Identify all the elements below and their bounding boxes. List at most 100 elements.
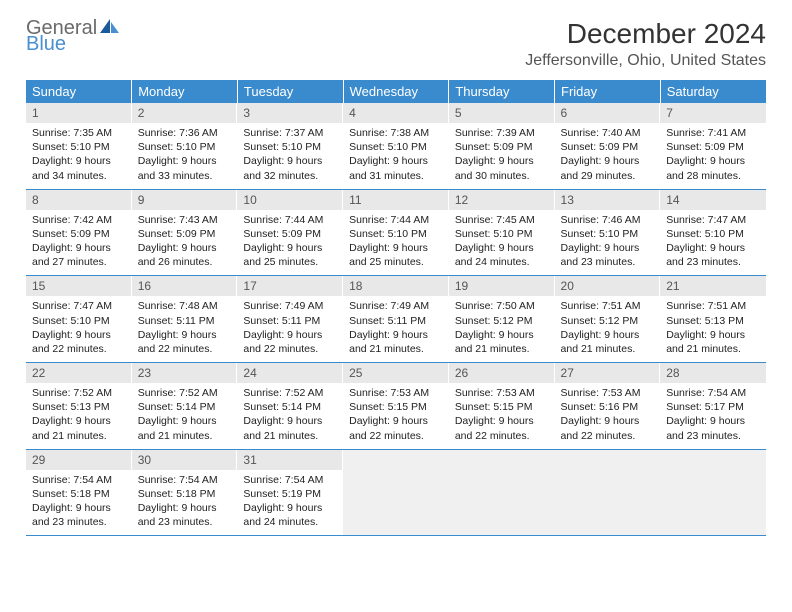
empty-cell [555,449,661,536]
day-cell: 28Sunrise: 7:54 AMSunset: 5:17 PMDayligh… [660,363,766,450]
day-number: 21 [660,276,766,296]
sunrise-line: Sunrise: 7:52 AM [138,386,232,400]
daylight-line-1: Daylight: 9 hours [666,154,760,168]
day-body: Sunrise: 7:49 AMSunset: 5:11 PMDaylight:… [237,296,343,362]
daylight-line-1: Daylight: 9 hours [138,328,232,342]
daylight-line-1: Daylight: 9 hours [455,241,549,255]
logo: General Blue [26,18,121,54]
day-number: 10 [237,190,343,210]
empty-cell [343,449,449,536]
day-body: Sunrise: 7:47 AMSunset: 5:10 PMDaylight:… [660,210,766,276]
daylight-line-2: and 21 minutes. [561,342,655,356]
sunset-line: Sunset: 5:15 PM [349,400,443,414]
day-body: Sunrise: 7:52 AMSunset: 5:13 PMDaylight:… [26,383,132,449]
day-body: Sunrise: 7:41 AMSunset: 5:09 PMDaylight:… [660,123,766,189]
sunset-line: Sunset: 5:17 PM [666,400,760,414]
sunrise-line: Sunrise: 7:37 AM [243,126,337,140]
daylight-line-2: and 21 minutes. [666,342,760,356]
day-header-sunday: Sunday [26,80,132,103]
day-cell: 16Sunrise: 7:48 AMSunset: 5:11 PMDayligh… [132,276,238,363]
day-body: Sunrise: 7:46 AMSunset: 5:10 PMDaylight:… [555,210,661,276]
day-number: 15 [26,276,132,296]
day-number: 16 [132,276,238,296]
day-cell: 17Sunrise: 7:49 AMSunset: 5:11 PMDayligh… [237,276,343,363]
sunrise-line: Sunrise: 7:38 AM [349,126,443,140]
day-body: Sunrise: 7:51 AMSunset: 5:12 PMDaylight:… [555,296,661,362]
daylight-line-1: Daylight: 9 hours [32,241,126,255]
sunrise-line: Sunrise: 7:43 AM [138,213,232,227]
sunset-line: Sunset: 5:09 PM [138,227,232,241]
sunrise-line: Sunrise: 7:44 AM [243,213,337,227]
daylight-line-2: and 22 minutes. [349,429,443,443]
daylight-line-1: Daylight: 9 hours [32,414,126,428]
day-body: Sunrise: 7:53 AMSunset: 5:15 PMDaylight:… [343,383,449,449]
sunset-line: Sunset: 5:10 PM [666,227,760,241]
day-number: 31 [237,450,343,470]
day-number: 29 [26,450,132,470]
calendar-body: 1Sunrise: 7:35 AMSunset: 5:10 PMDaylight… [26,103,766,536]
day-body: Sunrise: 7:47 AMSunset: 5:10 PMDaylight:… [26,296,132,362]
daylight-line-1: Daylight: 9 hours [138,414,232,428]
sunset-line: Sunset: 5:18 PM [138,487,232,501]
daylight-line-1: Daylight: 9 hours [138,154,232,168]
sunset-line: Sunset: 5:15 PM [455,400,549,414]
day-body: Sunrise: 7:54 AMSunset: 5:18 PMDaylight:… [26,470,132,536]
day-cell: 13Sunrise: 7:46 AMSunset: 5:10 PMDayligh… [555,189,661,276]
day-cell: 18Sunrise: 7:49 AMSunset: 5:11 PMDayligh… [343,276,449,363]
day-header-wednesday: Wednesday [343,80,449,103]
daylight-line-1: Daylight: 9 hours [32,501,126,515]
daylight-line-1: Daylight: 9 hours [561,328,655,342]
day-body: Sunrise: 7:52 AMSunset: 5:14 PMDaylight:… [237,383,343,449]
sunrise-line: Sunrise: 7:47 AM [32,299,126,313]
daylight-line-2: and 28 minutes. [666,169,760,183]
daylight-line-2: and 22 minutes. [455,429,549,443]
sunset-line: Sunset: 5:10 PM [32,140,126,154]
daylight-line-2: and 22 minutes. [561,429,655,443]
day-body: Sunrise: 7:54 AMSunset: 5:18 PMDaylight:… [132,470,238,536]
sunset-line: Sunset: 5:13 PM [32,400,126,414]
daylight-line-1: Daylight: 9 hours [666,328,760,342]
sunrise-line: Sunrise: 7:53 AM [561,386,655,400]
day-number: 18 [343,276,449,296]
day-cell: 4Sunrise: 7:38 AMSunset: 5:10 PMDaylight… [343,103,449,189]
day-cell: 11Sunrise: 7:44 AMSunset: 5:10 PMDayligh… [343,189,449,276]
daylight-line-2: and 26 minutes. [138,255,232,269]
day-cell: 14Sunrise: 7:47 AMSunset: 5:10 PMDayligh… [660,189,766,276]
day-number: 12 [449,190,555,210]
day-header-row: SundayMondayTuesdayWednesdayThursdayFrid… [26,80,766,103]
sunrise-line: Sunrise: 7:54 AM [32,473,126,487]
day-number: 19 [449,276,555,296]
header: General Blue December 2024 Jeffersonvill… [26,18,766,70]
daylight-line-1: Daylight: 9 hours [455,328,549,342]
sunset-line: Sunset: 5:10 PM [349,227,443,241]
day-number: 2 [132,103,238,123]
sunset-line: Sunset: 5:19 PM [243,487,337,501]
calendar-table: SundayMondayTuesdayWednesdayThursdayFrid… [26,80,766,536]
daylight-line-1: Daylight: 9 hours [243,501,337,515]
daylight-line-2: and 23 minutes. [561,255,655,269]
sunrise-line: Sunrise: 7:51 AM [666,299,760,313]
daylight-line-2: and 23 minutes. [138,515,232,529]
daylight-line-1: Daylight: 9 hours [666,414,760,428]
day-body: Sunrise: 7:54 AMSunset: 5:19 PMDaylight:… [237,470,343,536]
location: Jeffersonville, Ohio, United States [525,52,766,70]
day-number: 20 [555,276,661,296]
week-row: 15Sunrise: 7:47 AMSunset: 5:10 PMDayligh… [26,276,766,363]
daylight-line-2: and 24 minutes. [455,255,549,269]
day-body: Sunrise: 7:36 AMSunset: 5:10 PMDaylight:… [132,123,238,189]
day-body: Sunrise: 7:37 AMSunset: 5:10 PMDaylight:… [237,123,343,189]
daylight-line-2: and 21 minutes. [243,429,337,443]
daylight-line-2: and 34 minutes. [32,169,126,183]
sunrise-line: Sunrise: 7:46 AM [561,213,655,227]
day-number: 6 [555,103,661,123]
sunset-line: Sunset: 5:14 PM [138,400,232,414]
day-cell: 23Sunrise: 7:52 AMSunset: 5:14 PMDayligh… [132,363,238,450]
daylight-line-1: Daylight: 9 hours [243,414,337,428]
sunset-line: Sunset: 5:12 PM [561,314,655,328]
daylight-line-2: and 21 minutes. [455,342,549,356]
day-cell: 5Sunrise: 7:39 AMSunset: 5:09 PMDaylight… [449,103,555,189]
day-cell: 21Sunrise: 7:51 AMSunset: 5:13 PMDayligh… [660,276,766,363]
day-number: 5 [449,103,555,123]
day-body: Sunrise: 7:39 AMSunset: 5:09 PMDaylight:… [449,123,555,189]
daylight-line-2: and 24 minutes. [243,515,337,529]
